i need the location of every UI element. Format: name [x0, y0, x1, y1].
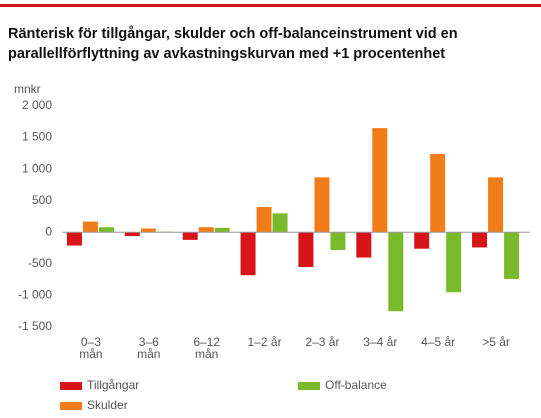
bar [124, 232, 140, 237]
chart-title: Ränterisk för tillgångar, skulder och of… [8, 26, 458, 42]
y-tick-label: -1 500 [18, 319, 52, 333]
bar [82, 221, 98, 233]
legend-swatch [60, 382, 82, 390]
bar [372, 128, 388, 233]
y-axis-label: mnkr [14, 82, 41, 96]
y-tick-label: 1 000 [22, 161, 52, 175]
bar [430, 153, 446, 233]
bar [198, 227, 214, 233]
y-tick-label: -500 [28, 256, 52, 270]
bar [140, 228, 156, 233]
x-tick-label: >5 år [482, 335, 510, 349]
legend-label: Tillgångar [87, 378, 139, 392]
bar [388, 232, 404, 312]
y-tick-label: 2 000 [22, 98, 52, 112]
y-tick-label: 500 [32, 193, 52, 207]
bar [66, 232, 82, 246]
x-tick-label: 4–5 år [421, 335, 455, 349]
x-tick-label: 1–2 år [248, 335, 282, 349]
bar [214, 227, 230, 233]
legend-label: Skulder [87, 398, 128, 412]
legend-swatch [298, 382, 320, 390]
bar [298, 232, 314, 268]
x-tick-label: 6–12 mån [193, 335, 220, 361]
bar [488, 177, 504, 233]
x-tick-label: 0–3 mån [79, 335, 102, 361]
y-tick-label: -1 000 [18, 288, 52, 302]
bar [472, 232, 488, 248]
x-tick-label: 3–4 år [363, 335, 397, 349]
bar [182, 232, 198, 240]
bar [256, 207, 272, 233]
bar [414, 232, 430, 249]
chart-title: parallellförflyttning av avkastningskurv… [8, 46, 445, 62]
bar [98, 227, 114, 233]
y-tick-label: 0 [45, 224, 52, 238]
bar [504, 232, 520, 280]
bar [272, 213, 288, 233]
top-rule [0, 4, 541, 7]
y-tick-label: 1 500 [22, 130, 52, 144]
legend-label: Off-balance [325, 378, 387, 392]
bar [240, 232, 256, 276]
bar [330, 232, 346, 250]
x-tick-label: 2–3 år [305, 335, 339, 349]
bar [446, 232, 462, 293]
legend-swatch [60, 402, 82, 410]
bar [356, 232, 372, 258]
x-tick-label: 3–6 mån [137, 335, 160, 361]
bar [314, 177, 330, 233]
